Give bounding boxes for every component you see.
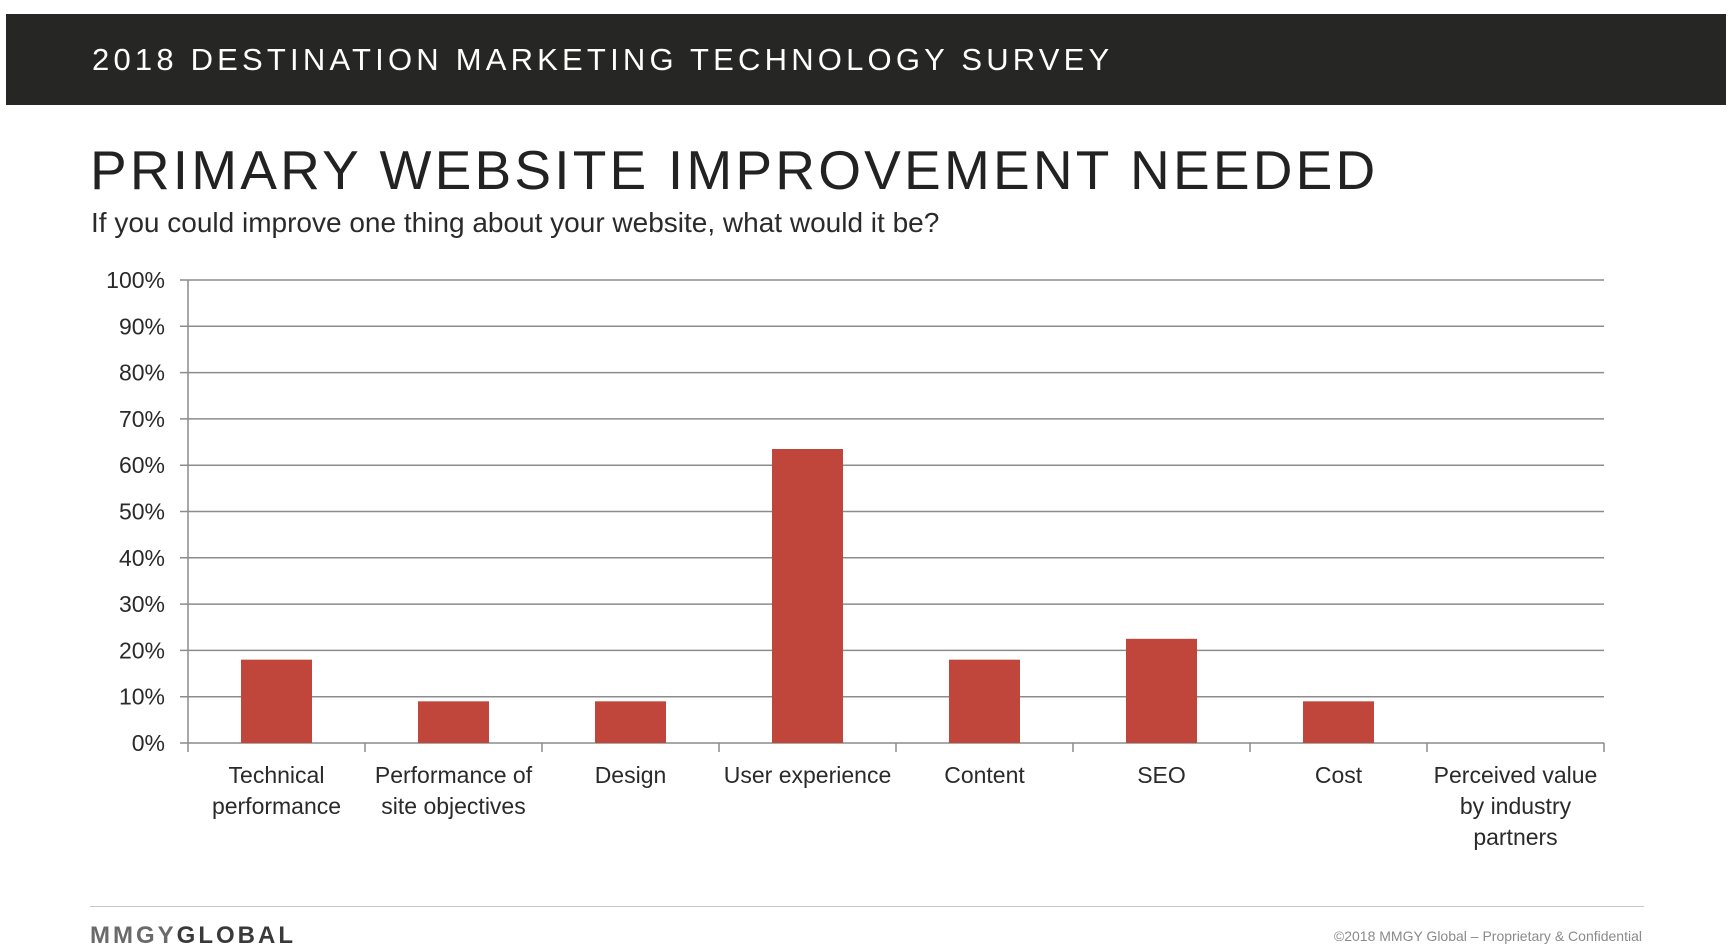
y-tick-label: 40% bbox=[119, 545, 165, 571]
x-category-label: User experience bbox=[724, 762, 891, 788]
y-tick-label: 60% bbox=[119, 452, 165, 478]
bar bbox=[241, 659, 312, 743]
y-tick-label: 100% bbox=[106, 267, 165, 293]
banner-text: 2018 DESTINATION MARKETING TECHNOLOGY SU… bbox=[92, 41, 1114, 77]
y-tick-label: 50% bbox=[119, 499, 165, 525]
y-tick-label: 80% bbox=[119, 360, 165, 386]
y-tick-label: 10% bbox=[119, 684, 165, 710]
bar bbox=[949, 659, 1020, 743]
bar bbox=[772, 448, 843, 743]
brand-logo: MMGYGLOBAL bbox=[90, 922, 296, 950]
bar bbox=[1126, 638, 1197, 743]
bar bbox=[595, 701, 666, 743]
brand-logo-part1: MMGY bbox=[90, 922, 177, 949]
x-category-label: SEO bbox=[1137, 762, 1186, 788]
x-category-label: Cost bbox=[1315, 762, 1363, 788]
page-title: PRIMARY WEBSITE IMPROVEMENT NEEDED bbox=[90, 139, 1379, 201]
y-tick-label: 0% bbox=[132, 730, 165, 756]
x-category-label: Content bbox=[944, 762, 1025, 788]
y-tick-label: 90% bbox=[119, 313, 165, 339]
page-subtitle: If you could improve one thing about you… bbox=[91, 207, 940, 238]
copyright-notice: ©2018 MMGY Global – Proprietary & Confid… bbox=[1333, 928, 1642, 944]
y-tick-label: 20% bbox=[119, 637, 165, 663]
x-category-label: Technical performance bbox=[212, 762, 341, 819]
footer-divider bbox=[90, 906, 1644, 907]
bar bbox=[1303, 701, 1374, 743]
y-tick-label: 30% bbox=[119, 591, 165, 617]
bar bbox=[418, 701, 489, 743]
brand-logo-part2: GLOBAL bbox=[176, 922, 296, 949]
x-category-label: Perceived value by industry partners bbox=[1434, 762, 1598, 850]
header-banner: 2018 DESTINATION MARKETING TECHNOLOGY SU… bbox=[6, 14, 1726, 105]
y-tick-label: 70% bbox=[119, 406, 165, 432]
x-category-label: Design bbox=[595, 762, 667, 788]
x-category-label: Performance of site objectives bbox=[375, 762, 533, 819]
